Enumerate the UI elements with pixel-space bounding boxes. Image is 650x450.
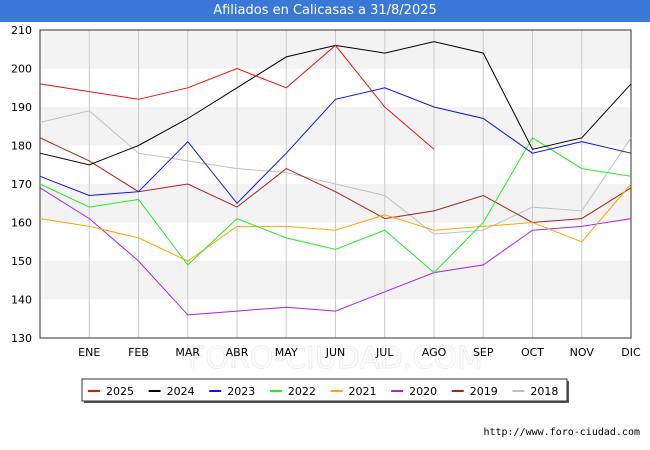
legend-label-2022: 2022 (288, 385, 316, 398)
legend-label-2020: 2020 (409, 385, 437, 398)
series-line-2021 (39, 183, 632, 262)
x-tick-label: FEB (128, 346, 149, 359)
x-tick-label: JUN (325, 346, 346, 359)
y-tick-label: 210 (11, 24, 32, 37)
legend-label-2025: 2025 (106, 385, 134, 398)
x-tick-label: NOV (570, 346, 595, 359)
x-tick-label: JUL (375, 346, 394, 359)
y-tick-label: 190 (11, 101, 32, 114)
watermark: FORO-CIUDAD.COM (188, 341, 483, 376)
x-tick-label: ENE (78, 346, 100, 359)
y-tick-label: 200 (11, 63, 32, 76)
y-tick-label: 140 (11, 294, 32, 307)
series-line-2020 (39, 187, 632, 316)
source-link[interactable]: http://www.foro-ciudad.com (483, 427, 640, 438)
x-tick-label: MAY (275, 346, 298, 359)
x-tick-label: AGO (422, 346, 447, 359)
series-line-2023 (39, 87, 632, 205)
legend-box (81, 378, 568, 402)
legend-label-2019: 2019 (470, 385, 498, 398)
legend-label-2024: 2024 (167, 385, 195, 398)
legend-label-2023: 2023 (227, 385, 255, 398)
y-tick-label: 180 (11, 140, 32, 153)
x-tick-label: SEP (473, 346, 494, 359)
chart-title: Afiliados en Calicasas a 31/8/2025 (0, 0, 650, 22)
y-tick-label: 130 (11, 332, 32, 345)
legend-label-2021: 2021 (349, 385, 377, 398)
legend-label-2018: 2018 (530, 385, 558, 398)
y-tick-label: 170 (11, 178, 32, 191)
series-line-2025 (39, 44, 435, 150)
x-tick-label: ABR (226, 346, 249, 359)
x-tick-label: DIC (621, 346, 641, 359)
x-tick-label: OCT (521, 346, 544, 359)
series-line-2018 (39, 110, 632, 235)
x-tick-label: MAR (175, 346, 200, 359)
y-tick-label: 150 (11, 255, 32, 268)
series-line-2022 (39, 137, 632, 274)
y-tick-label: 160 (11, 217, 32, 230)
